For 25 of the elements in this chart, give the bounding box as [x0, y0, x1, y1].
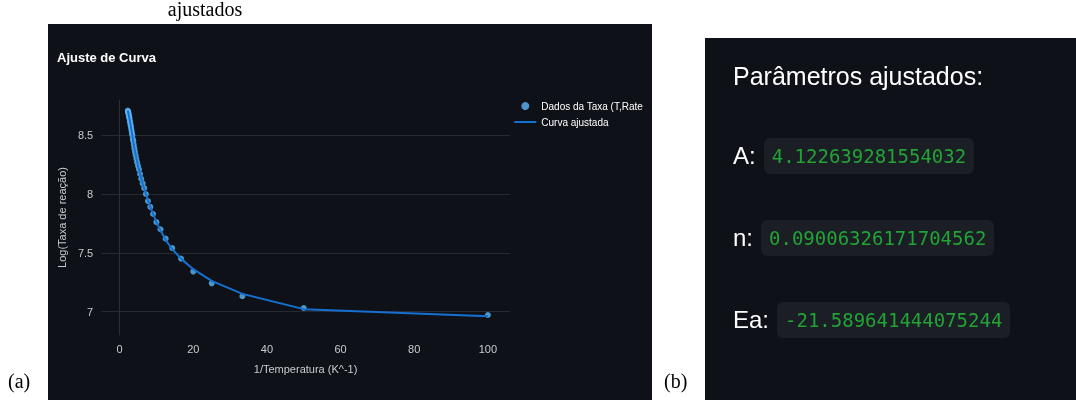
legend-label: Curva ajustada — [541, 116, 609, 128]
x-tick-label: 20 — [187, 342, 200, 355]
text: (a) — [8, 370, 31, 393]
x-tick-label: 40 — [260, 342, 274, 355]
y-tick-label: 8.5 — [77, 129, 94, 142]
x-tick-label: 80 — [408, 342, 421, 355]
x-tick-label: 0 — [116, 342, 123, 355]
legend-label: Dados da Taxa (T,Rate — [541, 100, 644, 112]
y-tick-label: 7 — [87, 305, 94, 318]
x-tick-label: 100 — [478, 342, 498, 355]
text: 4.122639281554032 — [763, 138, 975, 174]
y-tick-label: 8 — [87, 188, 94, 200]
x-axis-title: 1/Temperatura (K^-1) — [253, 362, 358, 375]
text: (b) — [664, 370, 688, 393]
text: A: — [733, 142, 756, 170]
text: Ea: — [733, 306, 770, 334]
y-axis-title: Log(Taxa de reação) — [55, 167, 68, 268]
text: 0.09006326171704562 — [761, 220, 995, 256]
text: Parâmetros ajustados: — [733, 62, 984, 91]
y-tick-label: 7.5 — [77, 246, 94, 259]
text: ajustados — [166, 0, 244, 21]
text: n: — [733, 224, 754, 252]
x-tick-label: 60 — [334, 342, 347, 355]
text: -21.589641444075244 — [777, 302, 1011, 338]
chart-title: Ajuste de Curva — [57, 50, 157, 65]
